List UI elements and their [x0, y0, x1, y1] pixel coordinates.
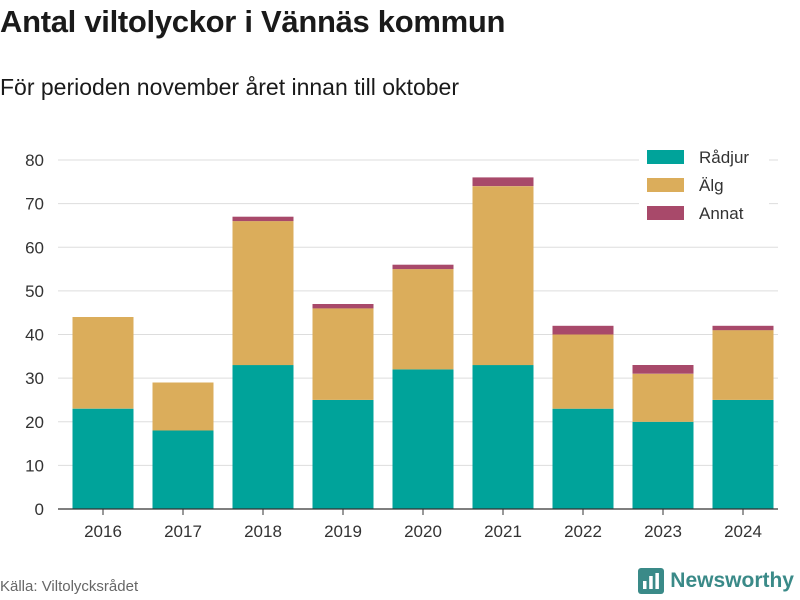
bar-radjur-2019 — [312, 399, 374, 509]
bar-alg-2018 — [232, 221, 294, 366]
bar-radjur-2022 — [552, 408, 614, 509]
chart-subtitle: För perioden november året innan till ok… — [0, 74, 459, 100]
bar-annat-2019 — [312, 304, 374, 309]
x-tick-label: 2024 — [724, 522, 762, 541]
bar-radjur-2024 — [712, 399, 774, 509]
y-tick-label: 60 — [25, 238, 44, 257]
x-tick-label: 2021 — [484, 522, 522, 541]
x-tick-label: 2016 — [84, 522, 122, 541]
bar-radjur-2023 — [632, 421, 694, 510]
y-tick-label: 30 — [25, 369, 44, 388]
legend-label-radjur: Rådjur — [699, 148, 749, 167]
x-axis-ticks: 2016 2017 2018 2019 2020 2021 2022 2023 2024 — [84, 509, 762, 541]
y-tick-label: 20 — [25, 413, 44, 432]
y-tick-label: 10 — [25, 456, 44, 475]
x-tick-label: 2018 — [244, 522, 282, 541]
bar-chart-logo-icon — [638, 568, 665, 594]
bar-annat-2021 — [472, 177, 534, 187]
bar-alg-2022 — [552, 334, 614, 409]
bar-annat-2018 — [232, 216, 294, 222]
bar-alg-2023 — [632, 373, 694, 422]
y-tick-label: 70 — [25, 195, 44, 214]
legend-label-alg: Älg — [699, 176, 724, 195]
x-tick-label: 2022 — [564, 522, 602, 541]
bar-alg-2016 — [72, 317, 134, 409]
source-note: Källa: Viltolycksrådet — [0, 578, 139, 595]
y-tick-label: 80 — [25, 151, 44, 170]
y-axis-ticks: 0 10 20 30 40 50 60 70 80 — [25, 151, 44, 519]
bar-alg-2019 — [312, 308, 374, 400]
chart-title: Antal viltolyckor i Vännäs kommun — [0, 4, 506, 39]
legend-swatch-alg — [647, 178, 684, 192]
legend-label-annat: Annat — [699, 204, 744, 223]
legend-swatch-radjur — [647, 150, 684, 164]
bar-alg-2020 — [392, 269, 454, 370]
y-tick-label: 40 — [25, 326, 44, 345]
x-tick-label: 2020 — [404, 522, 442, 541]
bar-radjur-2020 — [392, 369, 454, 509]
bar-alg-2017 — [152, 382, 214, 431]
y-tick-label: 50 — [25, 282, 44, 301]
bar-radjur-2017 — [152, 430, 214, 509]
x-tick-label: 2017 — [164, 522, 202, 541]
bar-annat-2024 — [712, 325, 774, 331]
bar-annat-2022 — [552, 325, 614, 335]
bar-alg-2021 — [472, 186, 534, 366]
x-tick-label: 2019 — [324, 522, 362, 541]
bar-radjur-2018 — [232, 365, 294, 509]
newsworthy-brand: Newsworthy — [638, 568, 794, 594]
bar-radjur-2016 — [72, 408, 134, 509]
bar-annat-2023 — [632, 365, 694, 374]
y-tick-label: 0 — [35, 500, 44, 519]
legend-swatch-annat — [647, 206, 684, 220]
bar-alg-2024 — [712, 330, 774, 400]
bar-radjur-2021 — [472, 365, 534, 509]
x-tick-label: 2023 — [644, 522, 682, 541]
bar-annat-2020 — [392, 264, 454, 270]
brand-name: Newsworthy — [670, 569, 794, 592]
bars — [72, 177, 774, 510]
legend: Rådjur Älg Annat — [639, 142, 769, 230]
